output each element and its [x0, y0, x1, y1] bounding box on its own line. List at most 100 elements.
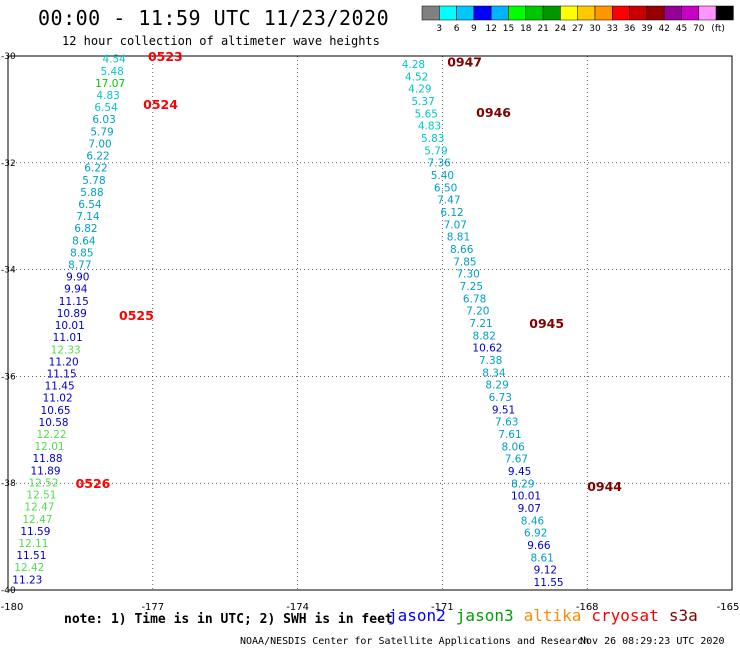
- wave-height-label: 8.77: [68, 260, 91, 272]
- wave-height-label: 7.25: [460, 281, 483, 293]
- wave-height-label: 5.40: [431, 170, 454, 182]
- wave-height-label: 7.36: [427, 158, 451, 170]
- wave-height-label: 10.89: [57, 308, 87, 320]
- wave-height-label: 11.15: [47, 368, 77, 380]
- satellite-legend: jason2 jason3 altika cryosat s3a: [388, 606, 708, 625]
- wave-height-label: 12.42: [14, 562, 44, 574]
- satellite-altika: altika: [523, 606, 582, 625]
- wave-height-label: 6.54: [94, 102, 118, 114]
- wave-height-label: 7.85: [453, 256, 476, 268]
- wave-height-label: 6.78: [463, 293, 486, 305]
- wave-height-label: 11.20: [49, 356, 79, 368]
- wave-height-label: 6.54: [78, 199, 102, 211]
- wave-height-label: 11.02: [43, 393, 73, 405]
- wave-height-label: 7.14: [76, 211, 100, 223]
- wave-height-label: 11.88: [32, 453, 62, 465]
- wave-height-label: 7.38: [479, 355, 502, 367]
- legend-label-8: 27: [572, 24, 583, 34]
- satellite-jason2: jason2: [388, 606, 446, 625]
- lat-tick-label: -38: [1, 479, 16, 489]
- lat-tick-label: -40: [1, 586, 16, 596]
- lon-tick-label: -177: [141, 602, 164, 613]
- legend-label-6: 21: [537, 24, 548, 34]
- wave-height-label: 8.66: [450, 244, 474, 256]
- legend-label-14: 45: [676, 24, 687, 34]
- wave-height-label: 4.83: [96, 90, 119, 102]
- wave-height-label: 5.37: [411, 96, 434, 108]
- legend-label-4: 15: [503, 24, 514, 34]
- wave-height-label: 7.61: [498, 429, 521, 441]
- legend-label-1: 6: [454, 24, 460, 34]
- wave-height-label: 11.89: [30, 465, 60, 477]
- wave-height-label: 9.66: [527, 540, 551, 552]
- wave-height-label: 12.47: [24, 502, 54, 514]
- wave-height-label: 8.61: [530, 552, 553, 564]
- wave-height-label: 5.88: [80, 187, 103, 199]
- wave-height-label: 11.59: [20, 526, 50, 538]
- time-label: 0944: [587, 479, 622, 494]
- lon-tick-label: -168: [576, 602, 599, 613]
- wave-height-label: 10.01: [511, 491, 541, 503]
- wave-height-label: 11.23: [12, 574, 42, 586]
- map-title: 00:00 - 11:59 UTC 11/23/2020: [38, 6, 390, 30]
- legend-label-15: 70: [693, 24, 705, 34]
- wave-height-label: 12.52: [28, 477, 58, 489]
- wave-height-label: 7.07: [444, 219, 467, 231]
- time-label: 0526: [76, 476, 111, 491]
- wave-height-label: 12.22: [37, 429, 67, 441]
- time-label: 0523: [148, 49, 183, 64]
- legend-label-3: 12: [485, 24, 496, 34]
- wave-height-label: 12.47: [22, 514, 52, 526]
- wave-height-label: 8.82: [473, 330, 496, 342]
- time-label: 0947: [447, 54, 482, 69]
- wave-height-label: 4.52: [405, 71, 428, 83]
- legend-label-7: 24: [555, 24, 567, 34]
- time-label: 0946: [476, 105, 511, 120]
- wave-height-label: 9.51: [492, 404, 515, 416]
- wave-height-label: 9.45: [508, 466, 531, 478]
- wave-height-label: 11.15: [59, 296, 89, 308]
- wave-height-label: 6.73: [489, 392, 512, 404]
- legend-label-2: 9: [471, 24, 477, 34]
- wave-height-label: 7.21: [469, 318, 492, 330]
- satellite-cryosat: cryosat: [591, 606, 659, 625]
- legend-label-5: 18: [520, 24, 532, 34]
- lon-tick-label: -165: [717, 602, 740, 613]
- lat-tick-label: -36: [1, 372, 16, 382]
- wave-height-label: 6.22: [84, 163, 107, 175]
- wave-height-label: 4.54: [102, 54, 126, 66]
- wave-height-label: 6.92: [524, 528, 547, 540]
- wave-height-label: 4.29: [408, 84, 431, 96]
- wave-height-label: 9.12: [534, 565, 557, 577]
- wave-height-label: 12.51: [26, 490, 56, 502]
- wave-height-label: 11.55: [534, 577, 564, 589]
- lon-tick-label: -180: [1, 602, 24, 613]
- wave-height-label: 8.81: [447, 232, 470, 244]
- wave-height-label: 5.65: [415, 108, 438, 120]
- legend-label-9: 30: [589, 24, 601, 34]
- wave-height-label: 10.58: [39, 417, 69, 429]
- wave-height-label: 8.29: [511, 478, 534, 490]
- track-1: 4.284.524.295.375.654.835.835.797.365.40…: [402, 54, 623, 589]
- wave-height-label: 12.01: [35, 441, 65, 453]
- wave-height-label: 4.28: [402, 59, 425, 71]
- legend-label-0: 3: [436, 24, 442, 34]
- lon-tick-label: -171: [431, 602, 454, 613]
- wave-height-label: 6.22: [86, 151, 109, 163]
- lat-tick-label: -30: [1, 52, 16, 62]
- wave-height-label: 7.47: [437, 195, 460, 207]
- wave-height-label: 12.33: [51, 344, 81, 356]
- wave-height-label: 17.07: [95, 78, 125, 90]
- wave-height-label: 9.07: [518, 503, 541, 515]
- wave-height-label: 8.06: [501, 441, 525, 453]
- legend-label-16: (ft): [711, 24, 725, 34]
- time-label: 0524: [143, 97, 178, 112]
- note-text: note: 1) Time is in UTC; 2) SWH is in fe…: [64, 612, 393, 627]
- wave-height-label: 8.29: [485, 380, 508, 392]
- wave-height-label: 6.82: [74, 223, 97, 235]
- wave-height-label: 8.85: [70, 247, 93, 259]
- wave-height-label: 7.00: [88, 138, 111, 150]
- time-label: 0945: [529, 316, 564, 331]
- wave-height-label: 6.03: [92, 114, 115, 126]
